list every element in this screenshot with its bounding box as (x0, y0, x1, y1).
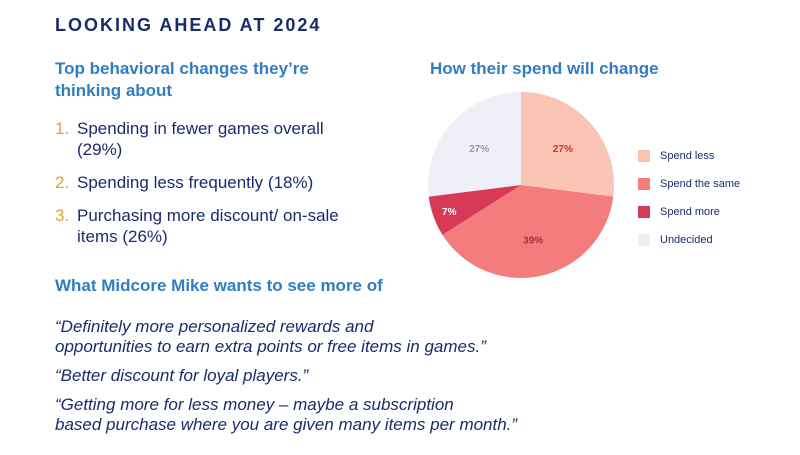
list-item: 2. Spending less frequently (18%) (55, 172, 357, 193)
pie-data-label: 7% (442, 207, 457, 218)
wants-heading: What Midcore Mike wants to see more of (55, 276, 383, 295)
legend-item: Spend less (638, 142, 740, 170)
legend-label: Spend less (660, 150, 715, 162)
list-number: 2. (55, 173, 70, 192)
behaviors-list: 1. Spending in fewer games overall (29%)… (55, 118, 357, 259)
list-item: 3. Purchasing more discount/ on-sale ite… (55, 205, 357, 247)
legend-item: Spend the same (638, 170, 740, 198)
list-item: 1. Spending in fewer games overall (29%) (55, 118, 357, 160)
list-text: Purchasing more discount/ on-sale items … (77, 206, 339, 246)
legend-swatch (638, 234, 650, 246)
pie-data-label: 27% (553, 144, 573, 155)
quote: “Getting more for less money – maybe a s… (55, 395, 518, 434)
legend-item: Spend more (638, 198, 740, 226)
legend-label: Undecided (660, 234, 713, 246)
legend-swatch (638, 178, 650, 190)
pie-data-label: 39% (523, 235, 543, 246)
legend-item: Undecided (638, 226, 740, 254)
legend-swatch (638, 150, 650, 162)
chart-title: How their spend will change (430, 59, 659, 78)
behaviors-heading: Top behavioral changes they’re thinking … (55, 59, 309, 100)
pie-slice-undecided (428, 92, 521, 197)
page-title: LOOKING AHEAD AT 2024 (55, 15, 322, 35)
pie-slice-spend-the-same (442, 185, 614, 278)
list-text: Spending in fewer games overall (29%) (77, 119, 324, 159)
pie-slice-spend-more (428, 185, 521, 235)
legend-swatch (638, 206, 650, 218)
pie-slice-spend-less (521, 92, 614, 197)
quote: “Better discount for loyal players.” (55, 366, 309, 385)
pie-data-label: 27% (469, 144, 489, 155)
list-text: Spending less frequently (18%) (77, 173, 314, 192)
quote: “Definitely more personalized rewards an… (55, 317, 486, 356)
list-number: 1. (55, 119, 70, 138)
chart-legend: Spend less Spend the same Spend more Und… (638, 142, 740, 254)
list-number: 3. (55, 206, 70, 225)
legend-label: Spend the same (660, 178, 741, 190)
quotes-block: “Definitely more personalized rewards an… (55, 317, 615, 444)
legend-label: Spend more (660, 206, 720, 218)
